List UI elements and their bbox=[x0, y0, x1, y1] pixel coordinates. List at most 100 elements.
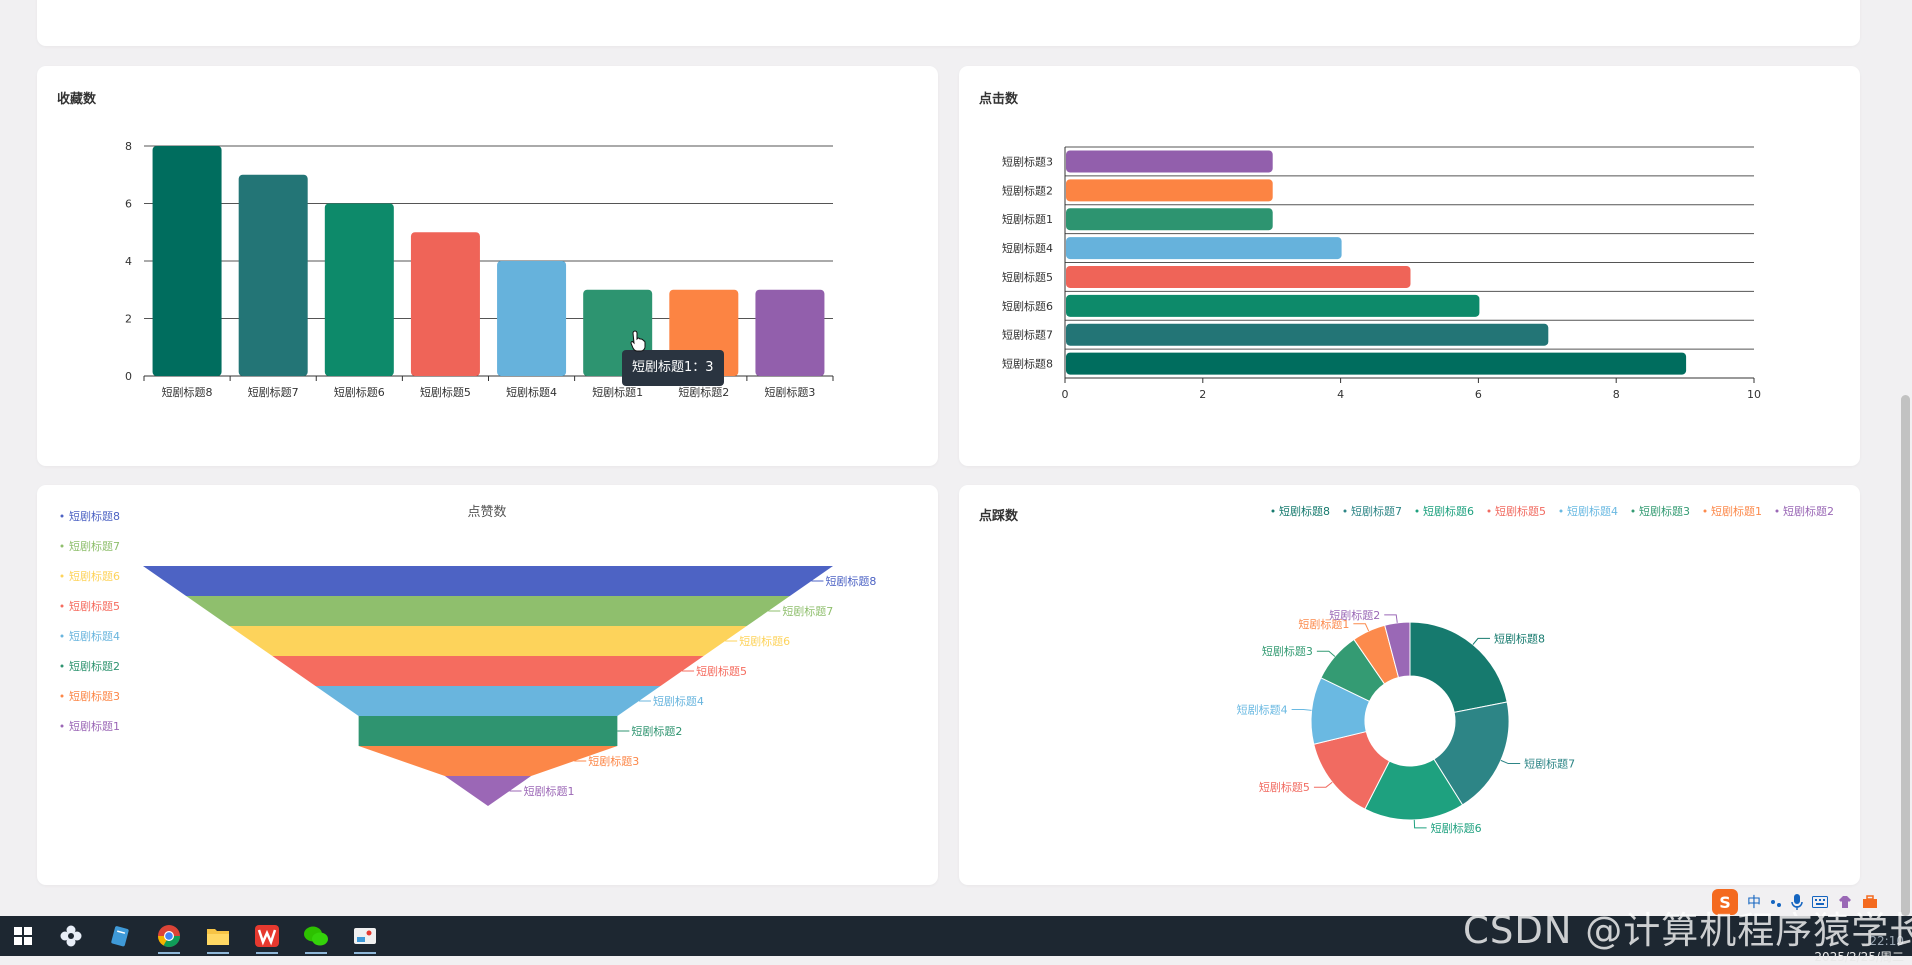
bar bbox=[755, 289, 825, 376]
x-tick-label: 短剧标题7 bbox=[248, 385, 299, 399]
system-tray: S 中 bbox=[1712, 888, 1878, 916]
dislikes-panel: 点踩数 短剧标题8 短剧标题7 短剧标题6 短剧标题5 短剧标题4 短剧标题3 短剧标题1 短… bbox=[959, 485, 1860, 885]
funnel-label: 短剧标题2 bbox=[631, 724, 682, 738]
funnel-label: 短剧标题1 bbox=[524, 784, 575, 798]
funnel-segment bbox=[444, 776, 532, 806]
bar bbox=[1066, 179, 1273, 202]
photo-viewer-icon[interactable] bbox=[342, 916, 388, 956]
y-tick-label: 6 bbox=[125, 198, 132, 211]
x-tick-label: 10 bbox=[1747, 388, 1761, 401]
legend-marker bbox=[1703, 509, 1707, 513]
legend-marker bbox=[1271, 509, 1275, 513]
legend-item: 短剧标题3 bbox=[69, 689, 120, 703]
chart-tooltip: 短剧标题1：3 bbox=[622, 350, 724, 386]
donut-label-line bbox=[1413, 819, 1427, 829]
legend-marker bbox=[1631, 509, 1635, 513]
punctuation-icon[interactable] bbox=[1770, 896, 1782, 908]
donut-label: 短剧标题2 bbox=[1329, 608, 1380, 622]
legend-item: 短剧标题1 bbox=[1711, 504, 1762, 518]
bar bbox=[238, 174, 308, 376]
notepad-icon[interactable] bbox=[96, 916, 142, 956]
funnel-label: 短剧标题4 bbox=[653, 694, 704, 708]
x-tick-label: 8 bbox=[1613, 388, 1620, 401]
bar bbox=[324, 203, 394, 376]
ime-mode-label[interactable]: 中 bbox=[1747, 895, 1761, 911]
donut-label: 短剧标题8 bbox=[1494, 631, 1545, 645]
donut-label: 短剧标题1 bbox=[1298, 617, 1349, 631]
legend-item: 短剧标题8 bbox=[69, 509, 120, 523]
chrome-icon[interactable] bbox=[146, 916, 192, 956]
donut-label: 短剧标题7 bbox=[1524, 757, 1575, 771]
likes-title: 点赞数 bbox=[467, 505, 506, 520]
dislikes-title: 点踩数 bbox=[979, 509, 1019, 524]
y-tick-label: 短剧标题3 bbox=[1002, 154, 1053, 168]
funnel-label: 短剧标题3 bbox=[588, 754, 639, 768]
clock-time: 22:10 bbox=[1869, 934, 1904, 948]
legend-marker bbox=[1415, 509, 1419, 513]
x-tick-label: 短剧标题5 bbox=[420, 385, 471, 399]
windows-start-icon[interactable] bbox=[0, 916, 46, 956]
bar bbox=[497, 261, 567, 376]
legend-marker bbox=[60, 694, 64, 698]
likes-panel: 点赞数 短剧标题8 短剧标题7 短剧标题6 短剧标题5 短剧标题4 短剧标题2 短剧标题3 短剧… bbox=[37, 485, 938, 885]
legend-item: 短剧标题4 bbox=[69, 629, 120, 643]
funnel-segment bbox=[358, 746, 618, 776]
donut-slice bbox=[1384, 621, 1411, 679]
legend-item: 短剧标题5 bbox=[69, 599, 120, 613]
funnel-label: 短剧标题6 bbox=[739, 634, 790, 648]
favorites-title: 收藏数 bbox=[57, 92, 97, 107]
legend-marker bbox=[60, 664, 64, 668]
bar bbox=[1066, 265, 1411, 288]
donut-label: 短剧标题3 bbox=[1262, 644, 1313, 658]
legend-marker bbox=[60, 724, 64, 728]
wps-office-icon[interactable] bbox=[244, 916, 290, 956]
legend-item: 短剧标题1 bbox=[69, 719, 120, 733]
bar bbox=[152, 146, 222, 376]
bar bbox=[1066, 294, 1480, 317]
favorites-bar-chart: 0 2 4 6 8 短剧标题8 短剧标题7 短剧标题6 短剧标题5 短剧标题4 短剧标题1 短剧标题2… bbox=[125, 140, 834, 399]
donut-label: 短剧标题6 bbox=[1431, 821, 1482, 835]
funnel-segment bbox=[143, 566, 833, 596]
donut-label-line bbox=[1316, 650, 1336, 657]
funnel-label: 短剧标题8 bbox=[825, 574, 876, 588]
legend-item: 短剧标题7 bbox=[69, 539, 120, 553]
x-tick-label: 短剧标题2 bbox=[678, 385, 729, 399]
legend-item: 短剧标题2 bbox=[69, 659, 120, 673]
legend-marker bbox=[60, 544, 64, 548]
clicks-bar-chart: 0 2 4 6 8 10 短剧标题3 短剧标题2 短剧标题1 短剧标题4 短剧标题5 短剧标题6 短剧标… bbox=[1002, 146, 1761, 401]
microphone-icon[interactable] bbox=[1791, 894, 1803, 910]
y-tick-label: 8 bbox=[125, 140, 132, 153]
legend-item: 短剧标题4 bbox=[1567, 504, 1618, 518]
page-scrollbar-thumb[interactable] bbox=[1901, 395, 1910, 916]
x-tick-label: 6 bbox=[1475, 388, 1482, 401]
wechat-icon[interactable] bbox=[293, 916, 339, 956]
bar bbox=[1066, 323, 1549, 346]
funnel-segment bbox=[272, 656, 704, 686]
keyboard-icon[interactable] bbox=[1812, 896, 1828, 908]
skin-icon[interactable] bbox=[1837, 894, 1853, 910]
likes-funnel-chart: 点赞数短剧标题8短剧标题7短剧标题6短剧标题5短剧标题4短剧标题2短剧标题3短剧… bbox=[60, 505, 876, 806]
flower-settings-icon[interactable] bbox=[48, 916, 94, 956]
legend-marker bbox=[60, 574, 64, 578]
sogou-ime-icon[interactable]: S bbox=[1712, 889, 1738, 915]
x-tick-label: 短剧标题1 bbox=[592, 385, 643, 399]
legend-marker bbox=[60, 514, 64, 518]
y-tick-label: 2 bbox=[125, 313, 132, 326]
legend-marker bbox=[1775, 509, 1779, 513]
file-explorer-icon[interactable] bbox=[195, 916, 241, 956]
toolbox-icon[interactable] bbox=[1862, 894, 1878, 910]
y-tick-label: 0 bbox=[125, 370, 132, 383]
bar bbox=[1066, 150, 1273, 173]
x-tick-label: 0 bbox=[1062, 388, 1069, 401]
legend-item: 短剧标题6 bbox=[69, 569, 120, 583]
funnel-segment bbox=[358, 716, 618, 746]
funnel-label: 短剧标题5 bbox=[696, 664, 747, 678]
x-tick-label: 短剧标题3 bbox=[764, 385, 815, 399]
legend-marker bbox=[1487, 509, 1491, 513]
donut-label-line bbox=[1472, 637, 1490, 645]
y-tick-label: 短剧标题7 bbox=[1002, 328, 1053, 342]
legend-marker bbox=[1343, 509, 1347, 513]
legend-marker bbox=[1559, 509, 1563, 513]
hand-cursor-icon bbox=[630, 330, 646, 352]
legend-item: 短剧标题3 bbox=[1639, 504, 1690, 518]
